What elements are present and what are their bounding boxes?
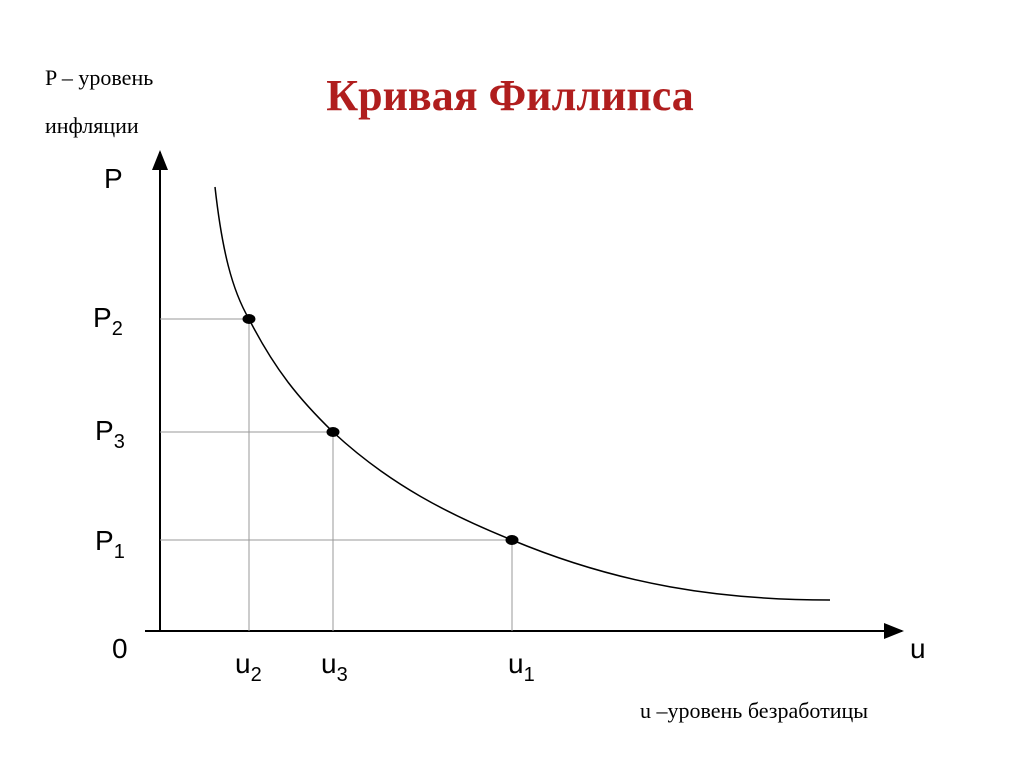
x-letter: u	[910, 633, 926, 664]
x-caption: u –уровень безработицы	[640, 698, 868, 723]
guides	[160, 318, 513, 631]
y-label: P2	[93, 302, 123, 340]
points	[242, 314, 519, 545]
y-label: P1	[95, 525, 125, 563]
x-label: u1	[508, 648, 535, 686]
y-label: P3	[95, 415, 125, 453]
x-label: u3	[321, 648, 348, 686]
title: Кривая Филлипса	[326, 71, 694, 120]
x-label: u2	[235, 648, 262, 686]
phillips-curve	[214, 186, 831, 601]
y-caption: P – уровень	[45, 65, 153, 90]
y-caption: инфляции	[45, 113, 139, 138]
origin: 0	[112, 633, 128, 664]
y-letter: P	[104, 163, 123, 194]
